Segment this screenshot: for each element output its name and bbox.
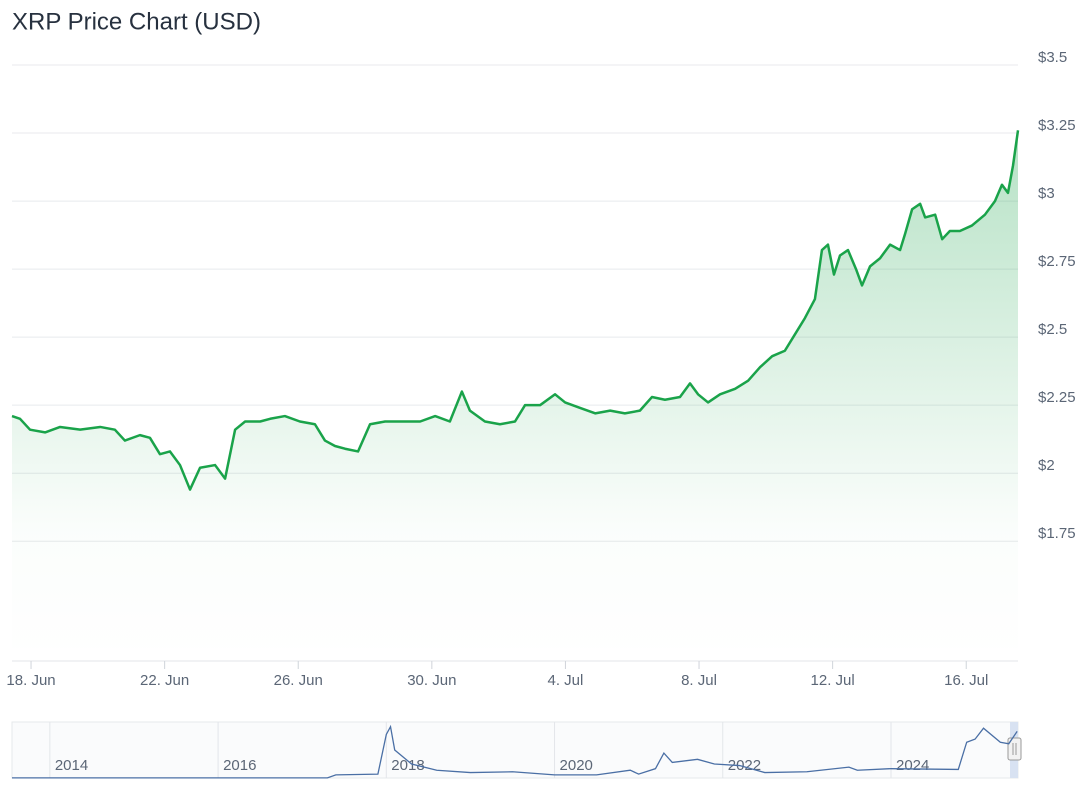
chart-title: XRP Price Chart (USD) bbox=[12, 8, 261, 35]
navigator-handle[interactable] bbox=[1007, 737, 1022, 761]
y-tick-label: $2.25 bbox=[1038, 389, 1076, 406]
x-tick-label: 18. Jun bbox=[6, 672, 55, 689]
navigator-label: 2014 bbox=[55, 757, 88, 774]
navigator-label: 2020 bbox=[560, 757, 593, 774]
x-tick-label: 22. Jun bbox=[140, 672, 189, 689]
x-tick-label: 16. Jul bbox=[944, 672, 988, 689]
navigator-label: 2016 bbox=[223, 757, 256, 774]
navigator-label: 2024 bbox=[896, 757, 929, 774]
area-fill bbox=[12, 130, 1018, 661]
y-tick-label: $3.25 bbox=[1038, 117, 1076, 134]
price-line bbox=[11, 130, 1020, 491]
y-tick-label: $3 bbox=[1038, 185, 1055, 202]
y-tick-label: $1.75 bbox=[1038, 525, 1076, 542]
x-tick-label: 12. Jul bbox=[811, 672, 855, 689]
x-tick-label: 4. Jul bbox=[548, 672, 584, 689]
x-tick-label: 8. Jul bbox=[681, 672, 717, 689]
navigator bbox=[11, 721, 1019, 779]
y-tick-label: $2.75 bbox=[1038, 253, 1076, 270]
y-tick-label: $3.5 bbox=[1038, 49, 1067, 66]
x-tick-label: 30. Jun bbox=[407, 672, 456, 689]
x-tick-label: 26. Jun bbox=[274, 672, 323, 689]
navigator-line bbox=[12, 724, 1018, 779]
navigator-label: 2018 bbox=[391, 757, 424, 774]
y-tick-label: $2 bbox=[1038, 457, 1055, 474]
y-tick-label: $2.5 bbox=[1038, 321, 1067, 338]
